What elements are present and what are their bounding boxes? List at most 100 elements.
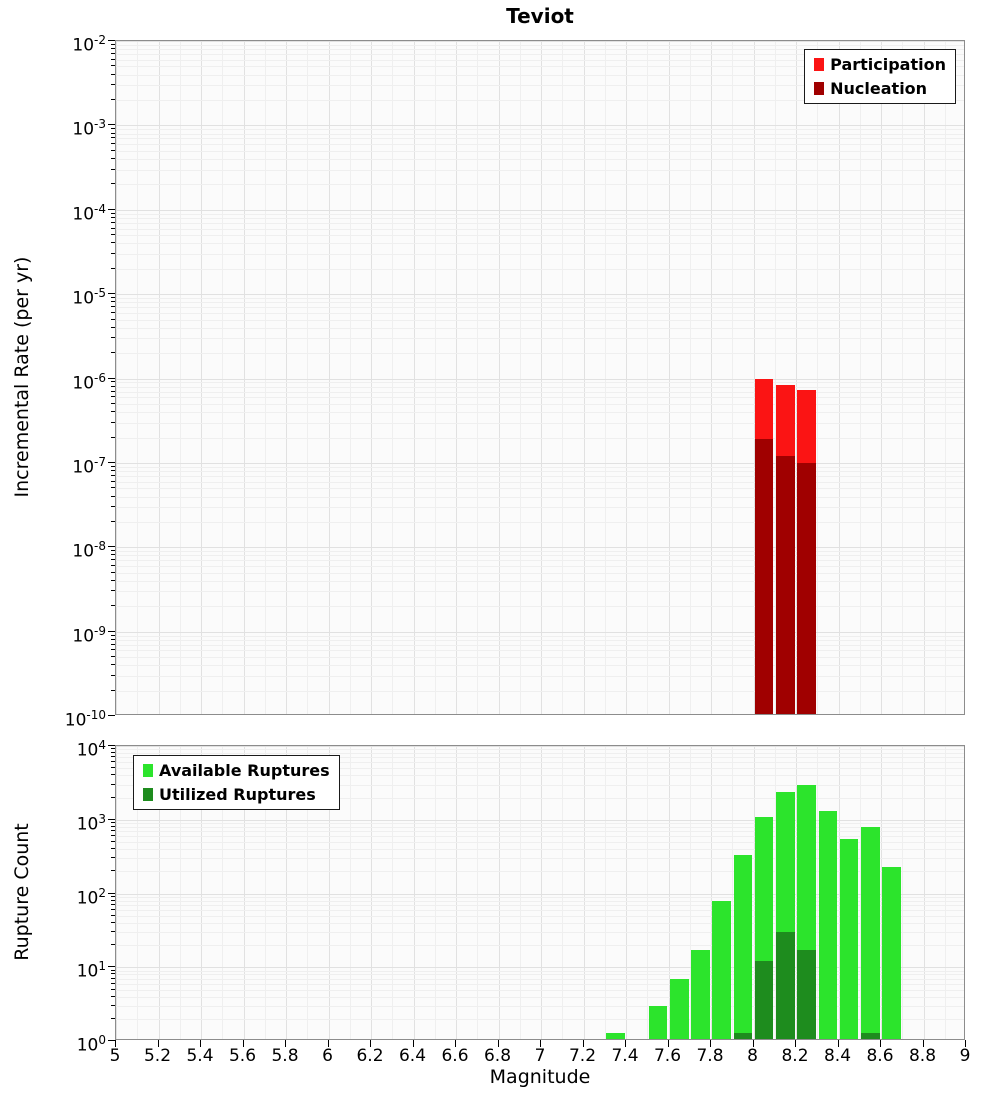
y-minor-tick	[111, 267, 115, 269]
x-tick	[667, 1040, 669, 1047]
y-tick	[108, 715, 115, 716]
y-tick	[108, 377, 115, 379]
y-minor-tick	[111, 783, 115, 785]
gridline	[116, 591, 964, 593]
x-tick-label: 7.8	[696, 1046, 724, 1066]
gridline	[116, 690, 964, 692]
y-minor-tick	[111, 390, 115, 392]
y-minor-tick	[111, 643, 115, 645]
gridline	[116, 922, 964, 924]
gridline	[116, 209, 964, 211]
gridline	[753, 746, 755, 1039]
y-tick-label: 10-5	[72, 286, 106, 309]
gridline	[179, 746, 181, 1039]
y-tick	[108, 546, 115, 548]
legend-label: Available Ruptures	[159, 761, 330, 780]
gridline	[116, 983, 964, 985]
gridline	[116, 437, 964, 439]
available-ruptures-bar	[733, 855, 753, 1039]
available-ruptures-bar	[818, 811, 838, 1039]
available-ruptures-bar	[669, 978, 689, 1039]
gridline	[434, 41, 436, 714]
nucleation-swatch	[814, 82, 825, 95]
x-tick-label: 6.8	[483, 1046, 512, 1066]
y-minor-tick	[111, 899, 115, 901]
y-minor-tick	[111, 748, 115, 750]
y-tick-label: 10-3	[72, 117, 106, 141]
gridline	[413, 41, 415, 714]
gridline	[116, 858, 964, 860]
y-minor-tick	[111, 337, 115, 339]
y-minor-tick	[111, 848, 115, 850]
y-minor-tick	[111, 221, 115, 223]
gridline	[116, 606, 964, 608]
y-minor-tick	[111, 914, 115, 916]
chart-title: Teviot	[506, 4, 574, 28]
available-ruptures-bar	[691, 950, 710, 1039]
gridline	[116, 970, 964, 972]
x-tick-label: 9	[959, 1046, 971, 1066]
x-tick	[922, 1040, 924, 1047]
gridline	[286, 746, 287, 1039]
gridline	[116, 746, 117, 1039]
gridline	[264, 746, 266, 1039]
gridline	[158, 746, 160, 1039]
gridline	[116, 560, 964, 562]
gridline	[859, 746, 861, 1039]
gridline	[116, 397, 964, 399]
legend: Available Ruptures Utilized Ruptures	[133, 755, 340, 810]
gridline	[116, 66, 964, 68]
gridline	[116, 144, 964, 146]
y-minor-tick	[111, 352, 115, 354]
y-minor-tick	[111, 128, 115, 130]
y-tick	[108, 1040, 115, 1041]
gridline	[116, 307, 964, 309]
y-tick	[108, 966, 115, 968]
gridline	[116, 521, 964, 523]
y-tick	[108, 124, 115, 126]
gridline	[116, 353, 964, 355]
gridline	[116, 378, 964, 380]
y-minor-tick	[111, 48, 115, 50]
gridline	[116, 49, 964, 51]
gridline	[371, 746, 372, 1039]
gridline	[116, 386, 964, 388]
gridline	[158, 41, 160, 714]
y-minor-tick	[111, 988, 115, 990]
y-tick-label: 101	[76, 959, 106, 982]
gridline	[881, 746, 882, 1039]
y-minor-tick	[111, 822, 115, 824]
gridline	[116, 54, 964, 56]
y-minor-tick	[111, 982, 115, 984]
x-tick	[752, 1040, 754, 1047]
gridline	[519, 746, 521, 1039]
x-tick	[242, 1040, 244, 1047]
y-minor-tick	[111, 506, 115, 507]
y-minor-tick	[111, 149, 115, 151]
y-minor-tick	[111, 73, 115, 75]
gridline	[116, 327, 964, 329]
gridline	[116, 59, 964, 61]
y-minor-tick	[111, 168, 115, 170]
x-tick-label: 5.2	[143, 1046, 172, 1066]
gridline	[116, 243, 964, 245]
gridline	[307, 41, 309, 714]
y-minor-tick	[111, 474, 115, 476]
available-ruptures-bar	[605, 1033, 625, 1039]
gridline	[456, 746, 457, 1039]
y-minor-tick	[111, 318, 115, 320]
y-tick-label: 100	[76, 1033, 106, 1056]
gridline	[732, 746, 734, 1039]
y-minor-tick	[111, 58, 115, 60]
y-minor-tick	[111, 554, 115, 556]
y-tick	[108, 40, 115, 41]
y-minor-tick	[111, 306, 115, 308]
gridline	[349, 41, 351, 714]
gridline	[477, 41, 479, 714]
y-minor-tick	[111, 761, 115, 763]
y-tick	[108, 208, 115, 210]
gridline	[732, 41, 734, 714]
x-tick	[497, 1040, 499, 1047]
y-minor-tick	[111, 137, 115, 139]
available-ruptures-swatch	[143, 764, 153, 777]
